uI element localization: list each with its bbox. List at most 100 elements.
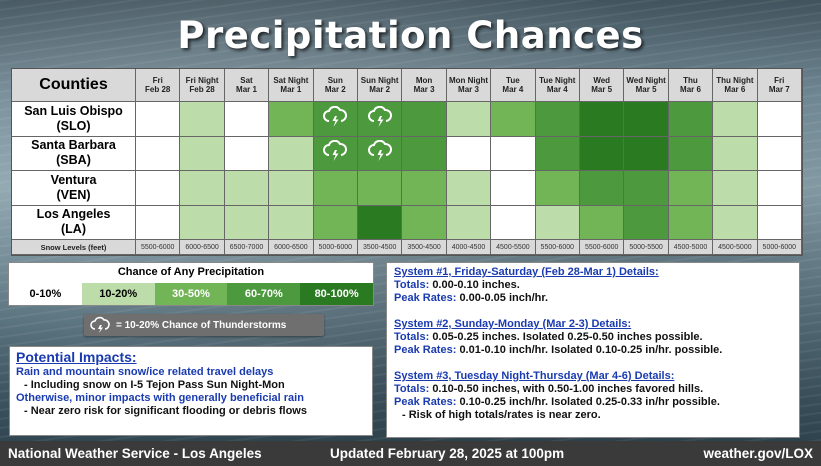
county-label: Ventura (VEN): [12, 171, 136, 206]
precip-cell: [313, 171, 358, 206]
precip-cell: [713, 205, 758, 240]
snow-level-value: 6000-6500: [180, 240, 225, 255]
precip-cell: [668, 205, 714, 240]
snow-level-value: 3500-4500: [402, 240, 447, 255]
snow-level-value: 5000-5500: [624, 240, 669, 255]
period-header: Fri Night Feb 28: [180, 69, 225, 102]
totals-label: Totals:: [394, 383, 430, 395]
precip-cell: [136, 102, 181, 137]
precip-cell: [757, 171, 802, 206]
precip-cell: [757, 205, 802, 240]
precip-cell: [269, 171, 314, 206]
precip-cell: [136, 171, 181, 206]
period-header: Wed Night Mar 5: [624, 69, 669, 102]
precip-cell: [668, 171, 714, 206]
thunderstorm-icon: [367, 140, 392, 166]
county-label: Los Angeles (LA): [12, 205, 136, 240]
precip-cell: [224, 171, 270, 206]
precip-cell: [313, 136, 358, 171]
period-header: Sat Mar 1: [224, 69, 270, 102]
system-1-title: System #1, Friday-Saturday (Feb 28-Mar 1…: [394, 266, 659, 278]
period-header: Thu Night Mar 6: [713, 69, 758, 102]
legend-item: 30-50%: [154, 283, 228, 305]
precip-cell: [446, 205, 492, 240]
footer-office: National Weather Service - Los Angeles: [8, 446, 262, 461]
precip-cell: [446, 136, 492, 171]
system-2-totals: 0.05-0.25 inches. Isolated 0.25-0.50 inc…: [432, 331, 703, 343]
precip-cell: [224, 205, 270, 240]
snow-level-value: 4500-5000: [713, 240, 758, 255]
system-3-totals: 0.10-0.50 inches, with 0.50-1.00 inches …: [432, 383, 704, 395]
thunderstorm-icon: [367, 105, 392, 132]
precip-cell: [180, 205, 225, 240]
precip-cell: [713, 102, 758, 137]
potential-impacts-box: Potential Impacts: Rain and mountain sno…: [9, 346, 373, 436]
precip-cell: [713, 136, 758, 171]
impacts-title: Potential Impacts:: [16, 349, 137, 365]
footer-bar: National Weather Service - Los Angeles U…: [0, 441, 821, 466]
legend-item: 0-10%: [9, 283, 82, 305]
snow-level-value: 6000-6500: [269, 240, 314, 255]
precip-cell: [580, 136, 625, 171]
thunderstorm-legend: = 10-20% Chance of Thunderstorms: [84, 314, 324, 336]
period-header: Wed Mar 5: [580, 69, 625, 102]
snow-level-value: 5500-6000: [535, 240, 580, 255]
system-1-totals: 0.00-0.10 inches.: [432, 279, 520, 291]
precip-cell: [668, 102, 714, 137]
thunderstorm-legend-text: = 10-20% Chance of Thunderstorms: [116, 319, 287, 331]
period-header: Thu Mar 6: [668, 69, 714, 102]
peak-rates-label: Peak Rates:: [394, 292, 457, 304]
impact-line: Rain and mountain snow/ice related trave…: [16, 366, 274, 378]
precip-cell: [446, 171, 492, 206]
precip-cell: [757, 136, 802, 171]
precip-cell: [180, 136, 225, 171]
peak-rates-label: Peak Rates:: [394, 344, 457, 356]
period-header: Mon Night Mar 3: [446, 69, 492, 102]
period-header: Sat Night Mar 1: [269, 69, 314, 102]
precip-cell: [313, 102, 358, 137]
precip-cell: [535, 205, 580, 240]
legend-item: 60-70%: [227, 283, 301, 305]
precip-cell: [136, 136, 181, 171]
precip-cell: [358, 205, 403, 240]
period-header: Sun Night Mar 2: [358, 69, 403, 102]
precip-cell: [402, 136, 447, 171]
precip-cell: [580, 205, 625, 240]
precip-cell: [358, 171, 403, 206]
precip-cell: [624, 205, 669, 240]
totals-label: Totals:: [394, 331, 430, 343]
footer-updated: Updated February 28, 2025 at 100pm: [330, 446, 565, 461]
footer-website-link[interactable]: weather.gov/LOX: [703, 446, 813, 461]
system-3-rates: 0.10-0.25 inch/hr. Isolated 0.25-0.33 in…: [459, 396, 720, 408]
period-header: Fri Mar 7: [757, 69, 802, 102]
precip-cell: [313, 205, 358, 240]
system-3-title: System #3, Tuesday Night-Thursday (Mar 4…: [394, 370, 675, 382]
precip-cell: [491, 205, 536, 240]
precip-cell: [535, 171, 580, 206]
precip-cell: [180, 102, 225, 137]
county-label: Santa Barbara (SBA): [12, 136, 136, 171]
system-1-rates: 0.00-0.05 inch/hr.: [459, 292, 549, 304]
precip-cell: [269, 102, 314, 137]
period-header: Tue Night Mar 4: [535, 69, 580, 102]
precip-cell: [180, 171, 225, 206]
snow-level-value: 5500-6000: [136, 240, 181, 255]
thunderstorm-icon: [90, 316, 110, 334]
precip-cell: [580, 171, 625, 206]
county-label: San Luis Obispo (SLO): [12, 102, 136, 137]
precip-cell: [491, 136, 536, 171]
precip-grid: Counties Fri Feb 28 Fri Night Feb 28 Sat Mar 1…: [11, 68, 803, 256]
thunderstorm-icon: [323, 140, 348, 166]
precip-cell: [757, 102, 802, 137]
precip-cell: [624, 171, 669, 206]
precip-cell: [136, 205, 181, 240]
precip-cell: [269, 136, 314, 171]
legend-item: 10-20%: [81, 283, 155, 305]
totals-label: Totals:: [394, 279, 430, 291]
system-2-rates: 0.01-0.10 inch/hr. Isolated 0.10-0.25 in…: [459, 344, 723, 356]
snow-level-value: 4500-5500: [491, 240, 536, 255]
precip-cell: [580, 102, 625, 137]
precip-cell: [491, 171, 536, 206]
precip-cell: [358, 136, 403, 171]
precip-cell: [224, 136, 270, 171]
